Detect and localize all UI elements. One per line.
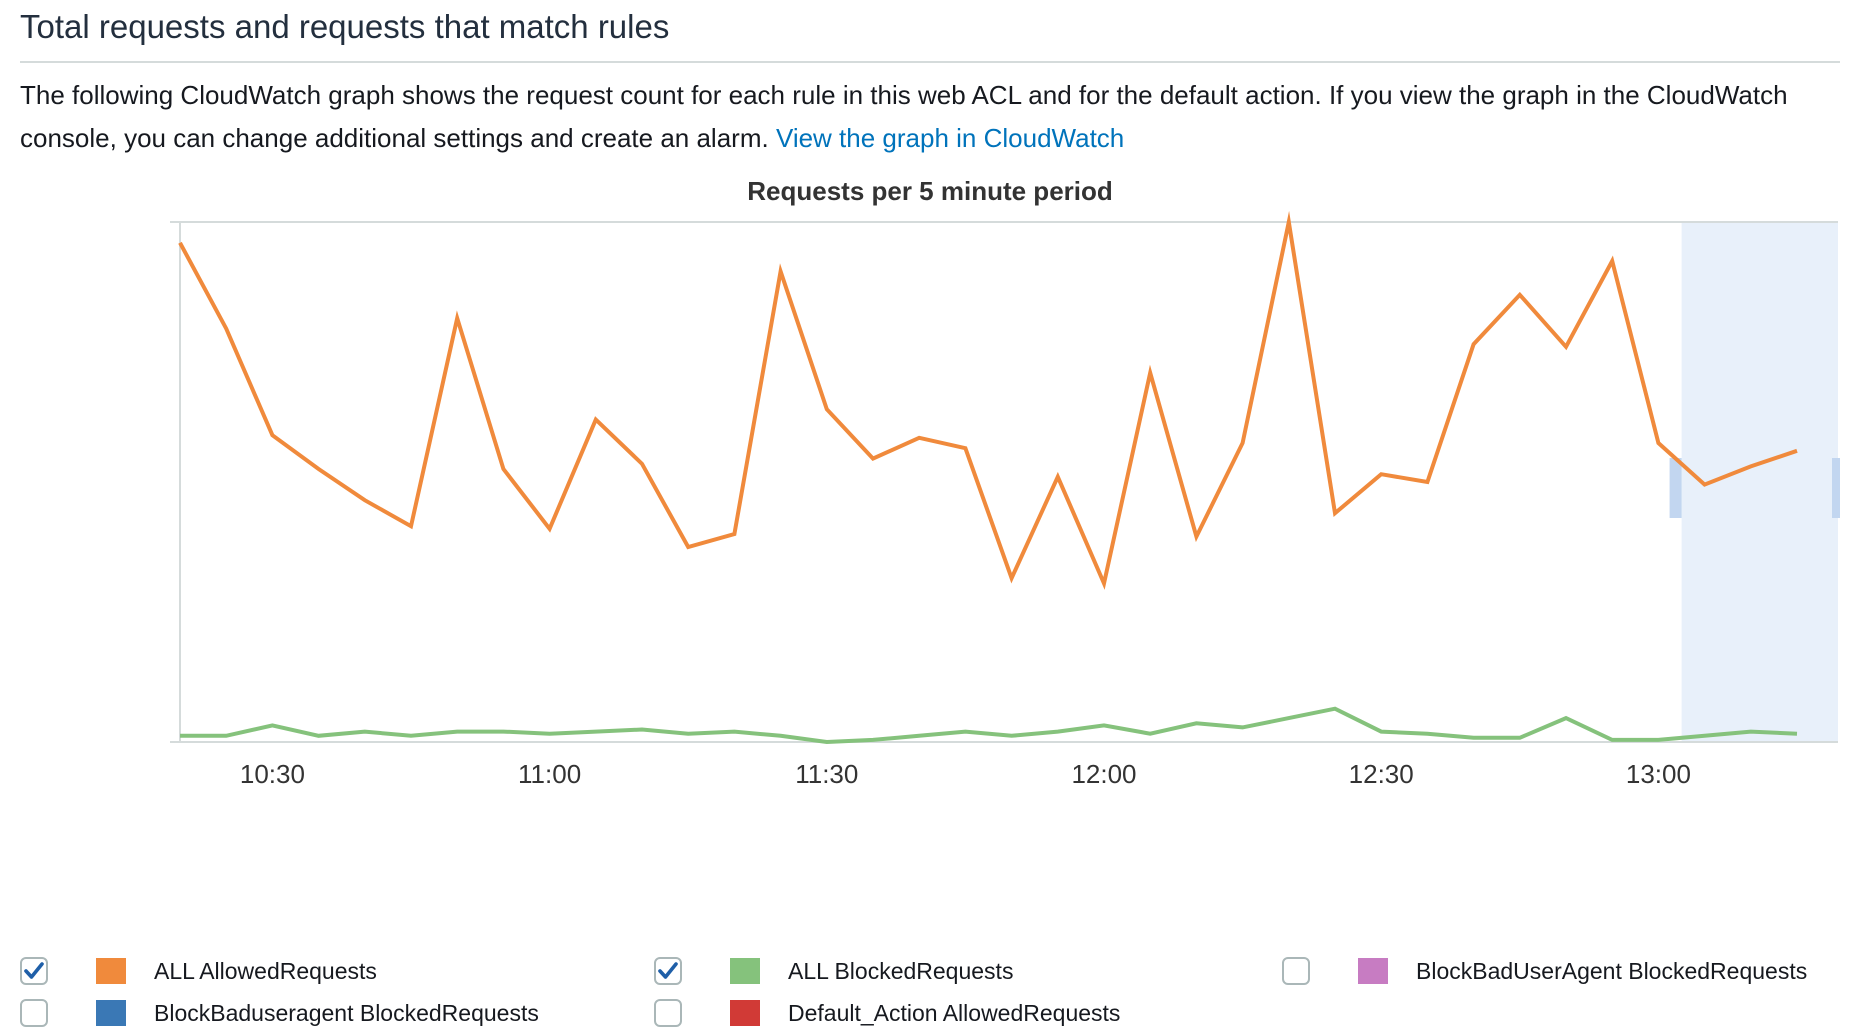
time-selection-highlight[interactable] [1681,222,1838,742]
x-tick-label: 12:30 [1349,759,1414,789]
series-line-all-blocked-requests[interactable] [180,706,1798,745]
legend-swatch-blockbaduseragent-blocked [1358,958,1388,984]
legend-checkbox-default-action-allowed[interactable] [654,999,682,1027]
legend-checkbox-all-blocked[interactable] [654,957,682,985]
x-axis-ticks: 10:30 11:00 11:30 12:00 12:30 13:00 [240,759,1691,789]
legend-swatch-blockbaduseragent-lower-blocked [96,1000,126,1026]
checkmark-icon [658,962,678,979]
x-tick-label: 12:00 [1071,759,1136,789]
chart-series [178,210,1798,745]
x-tick-label: 11:30 [795,759,858,789]
title-divider [20,61,1840,63]
legend-swatch-all-allowed [96,958,126,984]
x-tick-label: 13:00 [1626,759,1691,789]
legend-label-default-action-allowed: Default_Action AllowedRequests [788,999,1121,1026]
legend-label-blockbaduseragent-blocked: BlockBadUserAgent BlockedRequests [1416,957,1808,984]
legend-item-blockbaduseragent-blocked[interactable]: BlockBadUserAgent BlockedRequests [1282,954,1807,988]
legend-swatch-default-action-allowed [730,1000,760,1026]
x-tick-label: 10:30 [240,759,305,789]
legend-checkbox-blockbaduseragent-lower-blocked[interactable] [20,999,48,1027]
cloudwatch-graph: Requests per 5 minute period 10:30 11:00 1… [0,180,1854,920]
legend-swatch-all-blocked [730,958,760,984]
legend-label-blockbaduseragent-lower-blocked: BlockBaduseragent BlockedRequests [154,999,539,1026]
view-in-cloudwatch-link[interactable]: View the graph in CloudWatch [775,123,1125,153]
description-text: The following CloudWatch graph shows the… [20,80,1788,153]
selection-handle-left[interactable] [1669,458,1682,518]
chart-legend: ALL AllowedRequests ALL BlockedRequests … [0,940,1854,1030]
chart-svg: Requests per 5 minute period 10:30 11:00 1… [170,180,1840,789]
legend-item-blockbaduseragent-lower-blocked[interactable]: BlockBaduseragent BlockedRequests [20,996,539,1030]
x-tick-label: 11:00 [518,759,581,789]
legend-label-all-allowed: ALL AllowedRequests [154,957,377,984]
checkmark-icon [24,962,44,979]
chart-title: Requests per 5 minute period [747,180,1113,206]
selection-handle-right[interactable] [1832,458,1840,518]
legend-item-all-blocked[interactable]: ALL BlockedRequests [654,954,1013,988]
series-line-all-allowed-requests[interactable] [178,210,1798,590]
legend-item-default-action-allowed[interactable]: Default_Action AllowedRequests [654,996,1120,1030]
section-description: The following CloudWatch graph shows the… [20,74,1840,160]
legend-checkbox-blockbaduseragent-blocked[interactable] [1282,957,1310,985]
section-title: Total requests and requests that match r… [20,8,670,45]
legend-item-all-allowed[interactable]: ALL AllowedRequests [20,954,377,988]
legend-label-all-blocked: ALL BlockedRequests [788,957,1014,984]
legend-checkbox-all-allowed[interactable] [20,957,48,985]
